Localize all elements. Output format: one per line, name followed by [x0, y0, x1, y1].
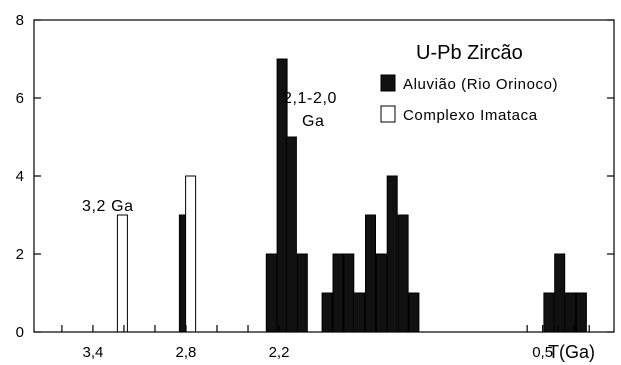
bar-aluviao-11 — [386, 175, 398, 333]
bar-aluviao-6 — [332, 253, 344, 333]
x-tick-label-3: 0,5 — [532, 344, 553, 361]
x-tick-label-1: 2,8 — [176, 344, 197, 361]
bar-aluviao-15 — [554, 253, 566, 333]
bar-aluviao-13 — [408, 292, 420, 333]
bar-aluviao-12 — [397, 214, 409, 333]
bar-aluviao-5 — [321, 292, 333, 333]
bar-imataca-0 — [116, 214, 128, 333]
bar-imataca-1 — [185, 175, 197, 333]
y-tick-label-4: 4 — [16, 168, 24, 185]
y-tick-label-0: 0 — [16, 324, 24, 341]
bar-aluviao-7 — [343, 253, 355, 333]
legend-swatch-imataca — [380, 105, 396, 123]
legend-swatch-aluviao — [380, 74, 396, 92]
annotation-ga: Ga — [302, 113, 325, 130]
legend: U-Pb Zircão Aluvião (Rio Orinoco) Comple… — [380, 42, 558, 124]
bar-aluviao-3 — [285, 136, 297, 333]
x-tick-label-0: 3,4 — [83, 344, 104, 361]
legend-label-aluviao: Aluvião (Rio Orinoco) — [403, 76, 558, 93]
bar-aluviao-4 — [296, 253, 308, 333]
ticks-layer — [34, 19, 614, 333]
legend-label-imataca: Complexo Imataca — [403, 107, 538, 124]
labels-layer: 0 2 4 6 8 3,4 2,8 2,2 0,5 — [16, 12, 553, 361]
bar-aluviao-1 — [265, 253, 277, 333]
bar-aluviao-10 — [375, 253, 387, 333]
legend-title: U-Pb Zircão — [416, 42, 523, 64]
annotation-2-1-2-0: 2,1-2,0 — [283, 90, 337, 107]
x-tick-label-2: 2,2 — [269, 344, 290, 361]
bar-aluviao-14 — [543, 292, 555, 333]
x-axis-title: T(Ga) — [548, 342, 595, 362]
y-tick-label-2: 2 — [16, 246, 24, 263]
annotation-3-2-ga: 3,2 Ga — [82, 198, 134, 215]
y-tick-label-8: 8 — [16, 12, 24, 29]
bar-aluviao-8 — [354, 292, 366, 333]
y-tick-label-6: 6 — [16, 90, 24, 107]
bars-layer — [116, 58, 587, 333]
bar-aluviao-9 — [365, 214, 376, 333]
bar-aluviao-17 — [575, 292, 587, 333]
